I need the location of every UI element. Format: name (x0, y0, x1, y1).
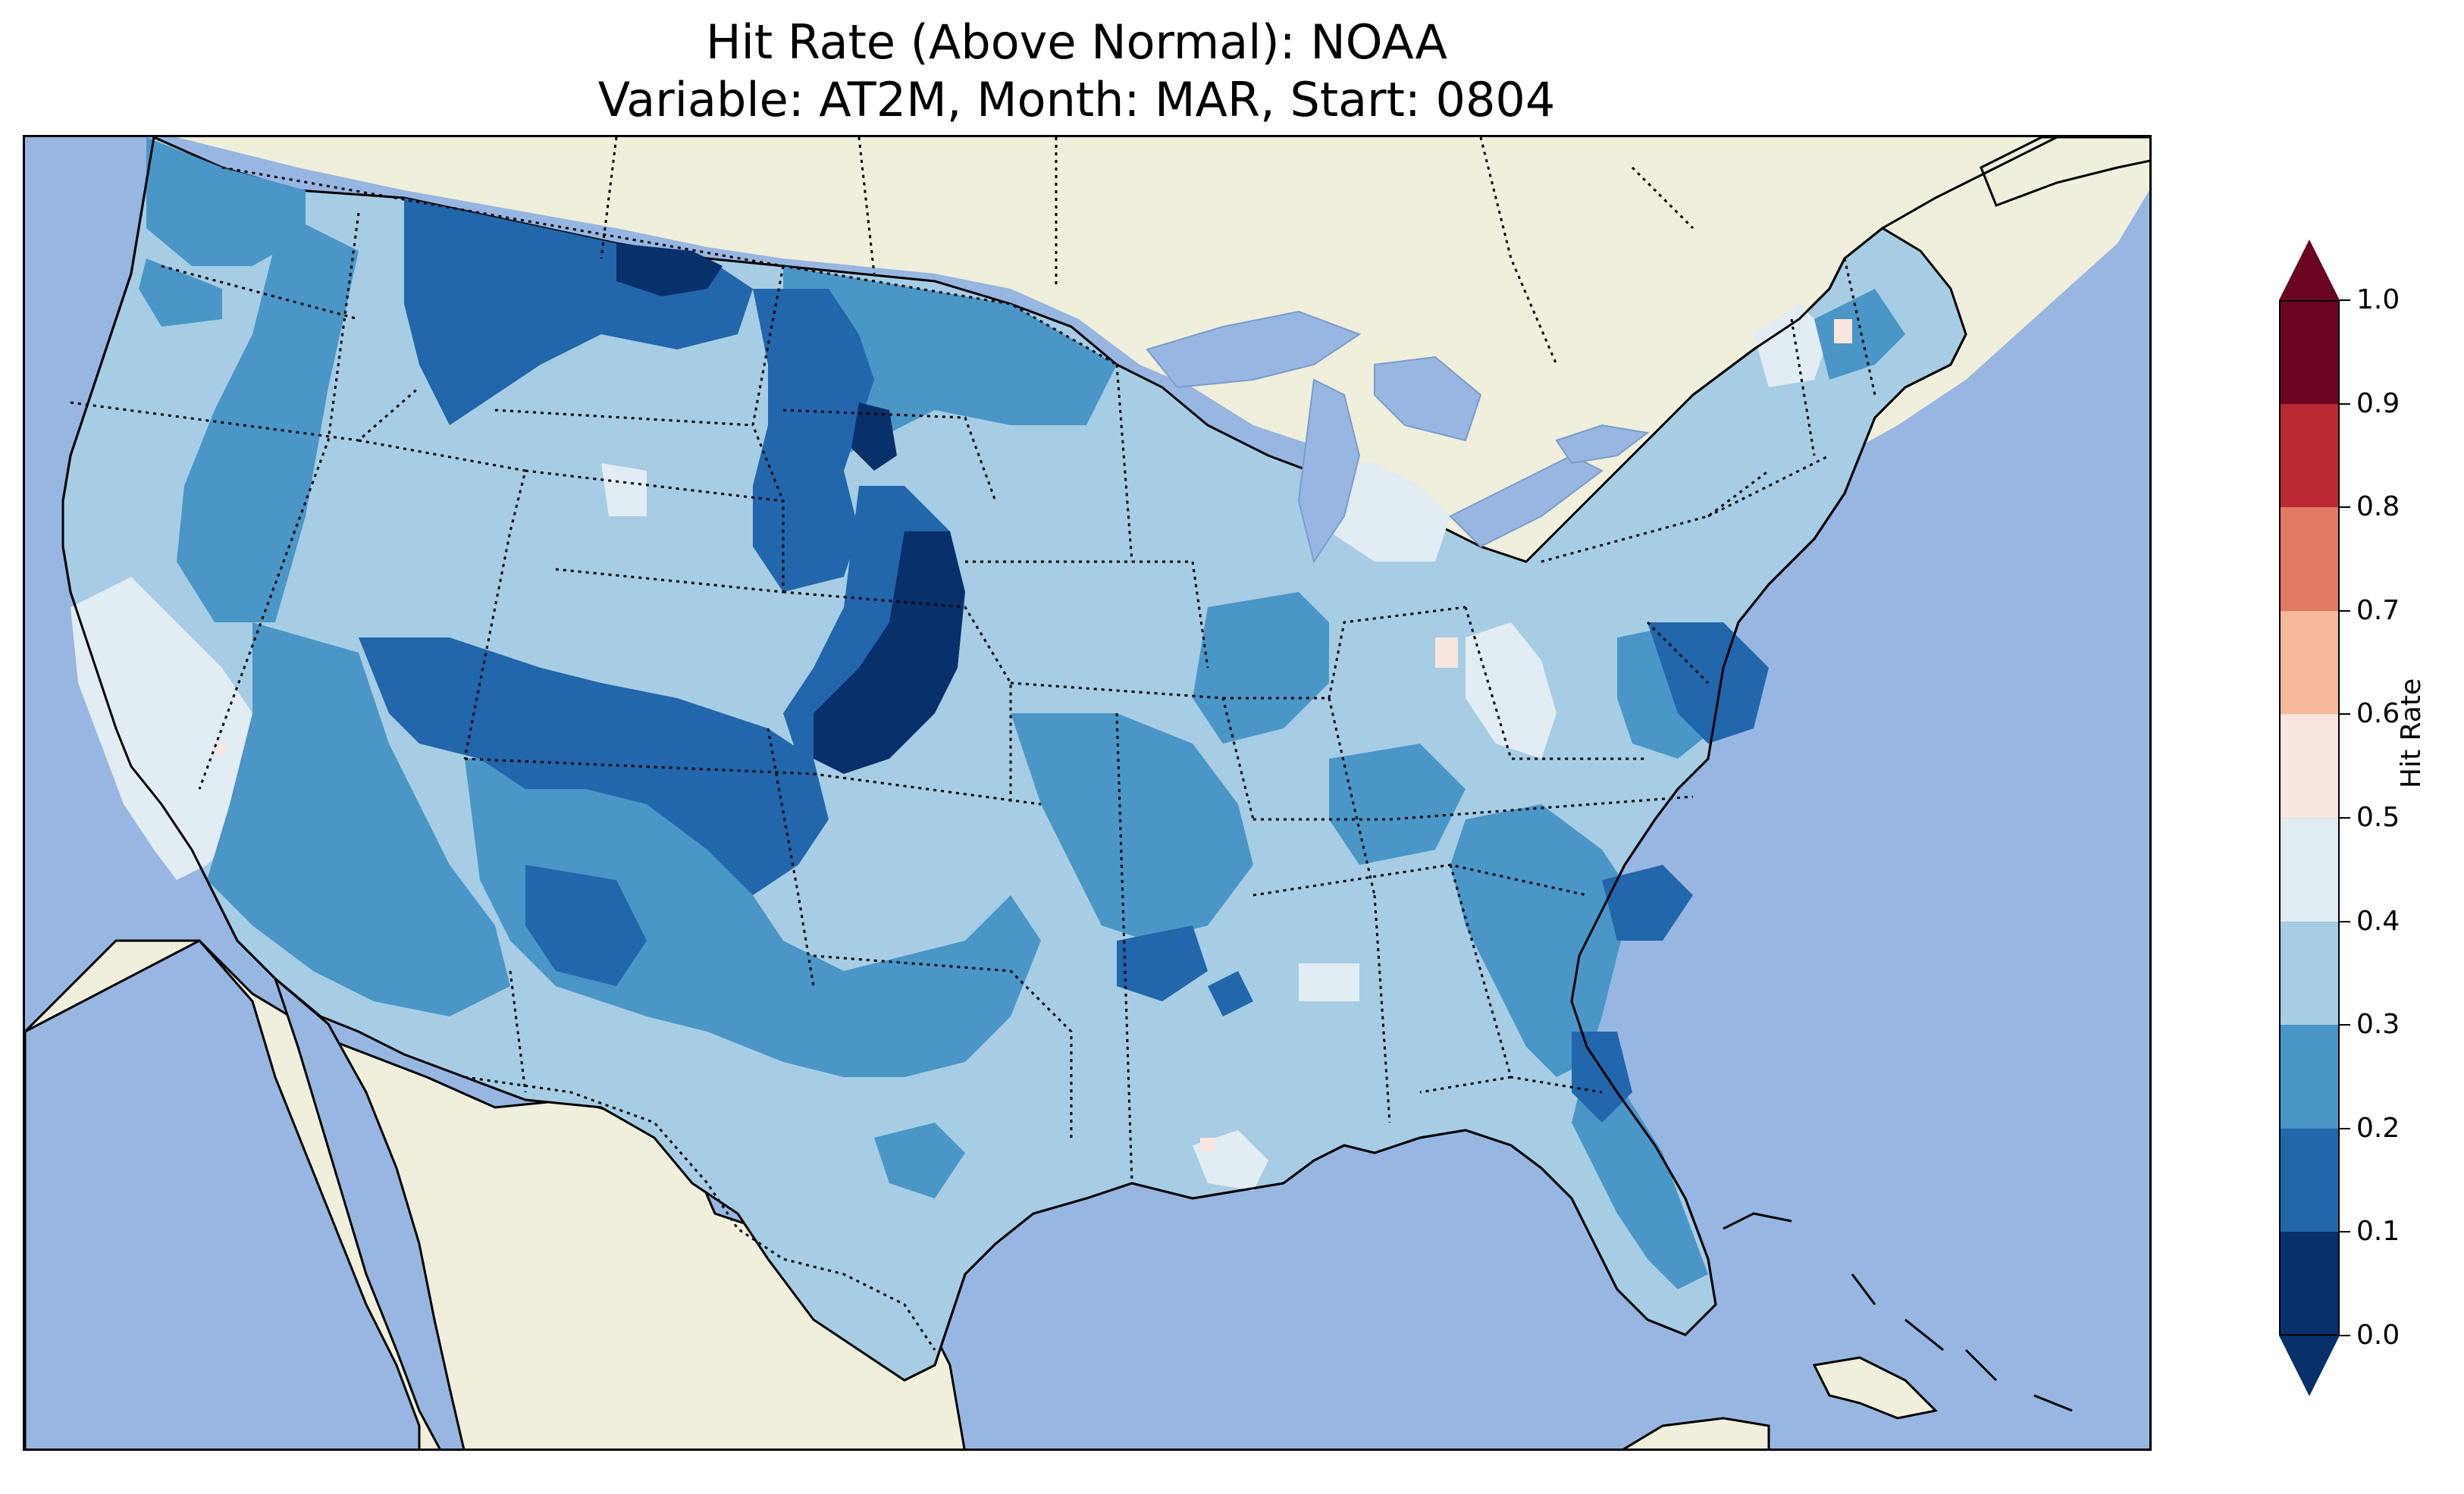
colorbar-tick (2340, 1127, 2350, 1129)
colorbar-tick (2340, 609, 2350, 612)
title-line-1: Hit Rate (Above Normal): NOAA (706, 14, 1447, 70)
colorbar-tick-label: 0.0 (2356, 1320, 2400, 1351)
colorbar-tick (2340, 1024, 2350, 1026)
colorbar-segment (2279, 610, 2340, 715)
colorbar-tick (2340, 506, 2350, 509)
colorbar-tick-label: 0.7 (2356, 594, 2400, 626)
state-borders (70, 212, 1876, 1184)
colorbar-segment (2279, 300, 2340, 404)
pale-regions (71, 304, 1829, 1191)
colorbar-tick (2340, 920, 2350, 922)
colorbar-segment (2279, 1025, 2340, 1129)
colorbar-segment (2279, 1128, 2340, 1232)
darkest-regions (616, 243, 965, 774)
colorbar-over-extension (2279, 240, 2340, 300)
country-borders (221, 137, 1694, 1351)
colorbar-tick (2340, 817, 2350, 819)
colorbar (2279, 240, 2340, 1396)
colorbar-segment (2279, 818, 2340, 922)
colorbar-tick-label: 1.0 (2356, 284, 2400, 315)
colorbar-tick-label: 0.9 (2356, 387, 2400, 419)
title-line-2: Variable: AT2M, Month: MAR, Start: 0804 (597, 72, 1556, 127)
gulf-of-california (272, 975, 466, 1449)
colorbar-segment (2279, 1232, 2340, 1336)
colorbar-segment (2279, 714, 2340, 818)
colorbar-segment (2279, 507, 2340, 611)
colorbar-tick (2340, 1335, 2350, 1336)
colorbar-tick-label: 0.1 (2356, 1216, 2400, 1248)
chart-title: Hit Rate (Above Normal): NOAA Variable: … (0, 14, 2153, 129)
colorbar-tick-label: 0.8 (2356, 491, 2400, 523)
map-panel (23, 135, 2152, 1451)
colorbar-tick-label: 0.5 (2356, 802, 2400, 833)
colorbar-tick (2340, 1231, 2350, 1233)
colorbar-tick (2340, 299, 2350, 301)
pink-specks (215, 319, 1852, 1151)
great-lakes (1146, 310, 1650, 564)
map-svg (25, 137, 2149, 1449)
colorbar-tick (2340, 713, 2350, 716)
colorbar-under-extension (2279, 1336, 2340, 1396)
central-america-land (1622, 1417, 1770, 1449)
colorbar-tick-label: 0.6 (2356, 698, 2400, 730)
colorbar-segment (2279, 403, 2340, 508)
baja-ocean-west (25, 939, 421, 1449)
colorbar-segment (2279, 921, 2340, 1026)
colorbar-label: Hit Rate (2396, 678, 2427, 788)
colorbar-tick-label: 0.4 (2356, 905, 2400, 937)
coastlines (61, 137, 2058, 1366)
colorbar-tick-label: 0.3 (2356, 1009, 2400, 1041)
colorbar-tick (2340, 402, 2350, 405)
colorbar-tick-label: 0.2 (2356, 1112, 2400, 1144)
bahamas (1723, 1212, 2073, 1412)
cuba-land (1812, 1356, 1939, 1420)
